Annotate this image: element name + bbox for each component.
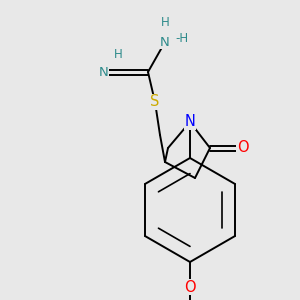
Text: N: N <box>160 35 170 49</box>
Text: -H: -H <box>175 32 188 44</box>
Text: S: S <box>150 94 160 110</box>
Text: O: O <box>237 140 249 155</box>
Text: H: H <box>114 49 122 62</box>
Text: N: N <box>184 115 195 130</box>
Text: O: O <box>184 280 196 295</box>
Text: H: H <box>160 16 169 28</box>
Text: N: N <box>98 65 108 79</box>
